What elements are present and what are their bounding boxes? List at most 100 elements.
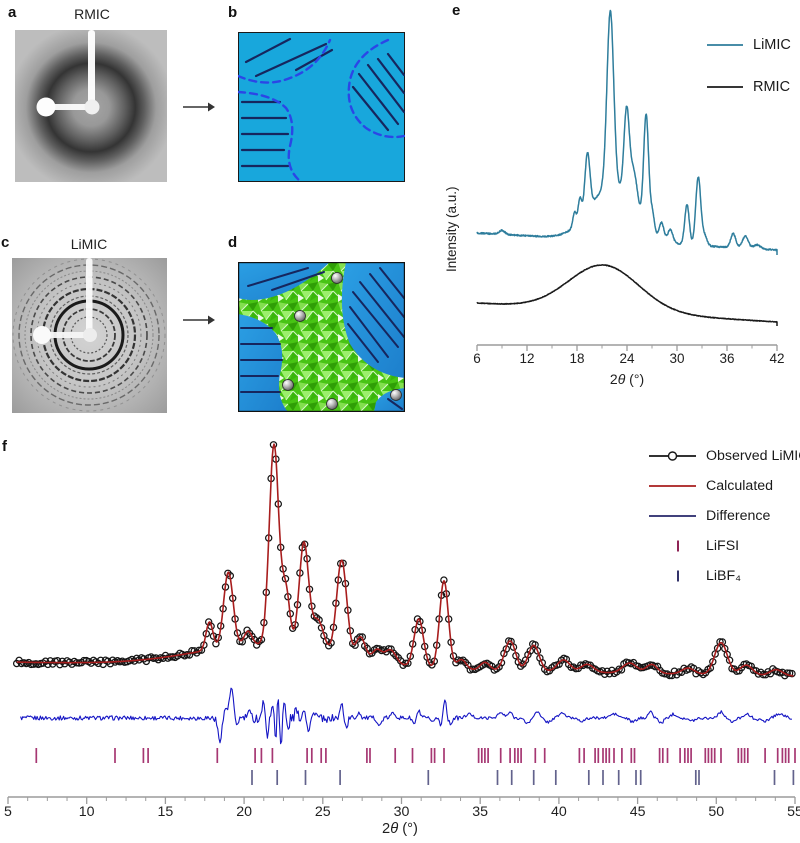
chart-xrd-comparison: 6 12 18 24 30 36 42 2θ (°) [473, 9, 785, 387]
x-tick-label: 25 [315, 804, 331, 820]
legend-label: Calculated [706, 478, 774, 494]
legend-item-rmic: RMIC [703, 66, 791, 108]
observed-point [665, 671, 674, 680]
lifsi-bragg-ticks [35, 748, 796, 763]
legend-marker-line-circle [649, 451, 696, 461]
beam-center [84, 99, 100, 115]
observed-points [12, 441, 796, 680]
observed-point [195, 646, 203, 655]
observed-point [526, 647, 535, 655]
panel-e-letter: e [452, 2, 461, 19]
x-tick-label: 42 [769, 351, 784, 366]
observed-point [603, 667, 611, 676]
x-tick-label: 5 [4, 804, 12, 820]
panel-f-letter: f [2, 438, 7, 455]
rmic-curve [476, 264, 778, 326]
observed-point [356, 633, 364, 641]
observed-point [788, 669, 796, 678]
observed-point [440, 576, 448, 584]
xrd-2d-image-rmic [15, 30, 167, 182]
legend-label: RMIC [753, 79, 791, 95]
beam-center [83, 328, 97, 342]
legend-item-limic: LiMIC [703, 24, 791, 66]
limic-curve [476, 9, 778, 255]
panel-border [238, 262, 405, 412]
beamstop-arm-vertical [86, 258, 93, 338]
observed-point [716, 638, 724, 646]
legend-marker-line [649, 485, 696, 487]
arrow-right-icon [183, 315, 215, 325]
x-tick-label: 20 [236, 804, 252, 820]
legend-marker-line [649, 515, 696, 517]
panel-d-letter: d [228, 234, 238, 251]
observed-point [428, 661, 436, 669]
chart-rietveld-refinement: 5 10 15 20 25 30 35 40 45 50 55 2θ (°) [4, 441, 800, 837]
legend-item-lifsi: LiFSI [645, 531, 800, 561]
panel-c-letter: c [1, 234, 10, 251]
observed-point [718, 638, 727, 646]
x-tick-label: 30 [394, 804, 410, 820]
beamstop-blob [33, 326, 51, 344]
chain-hatch-lines [240, 37, 405, 168]
beamstop-arm-horizontal [45, 104, 93, 110]
observed-point [651, 662, 659, 671]
beamstop-arm-vertical [88, 30, 95, 110]
difference-curve [20, 687, 792, 745]
arrow-right-icon [183, 102, 215, 112]
panel-a-letter: a [8, 4, 17, 21]
calculated-curve [16, 443, 794, 677]
legend-panel-e: LiMIC RMIC [703, 24, 791, 108]
panel-c-title: LiMIC [70, 236, 108, 252]
legend-marker-line [707, 44, 743, 46]
x-tick-label: 10 [79, 804, 95, 820]
legend-circle [667, 451, 678, 461]
legend-marker-tick [677, 540, 679, 552]
observed-point [531, 641, 539, 649]
x-tick-label: 18 [569, 351, 584, 366]
x-tick-label: 40 [551, 804, 567, 820]
legend-item-calculated: Calculated [645, 471, 800, 501]
observed-point [80, 656, 88, 665]
observed-point [540, 665, 549, 673]
legend-marker-line [707, 86, 743, 88]
legend-label: LiFSI [706, 538, 740, 554]
observed-point [315, 616, 323, 624]
observed-point [538, 659, 547, 667]
legend-panel-f: Observed LiMIC Calculated Difference LiFSI L… [645, 441, 800, 591]
x-tick-label: 30 [669, 351, 684, 366]
x-tick-label: 24 [619, 351, 635, 366]
legend-label: Difference [706, 508, 771, 524]
panel-a-title: RMIC [74, 6, 110, 22]
observed-point [300, 540, 309, 548]
domain-boundaries-dashed [238, 38, 405, 182]
libf-bragg-ticks [251, 770, 795, 785]
legend-label: LiMIC [753, 37, 791, 53]
x-tick-label: 12 [519, 351, 534, 366]
x-tick-label: 55 [787, 804, 800, 820]
legend-item-libf-: LiBF₄ [645, 561, 800, 591]
legend-label: Observed LiMIC [706, 448, 800, 464]
legend-label: LiBF₄ [706, 568, 741, 584]
xrd-2d-image-limic [12, 258, 167, 413]
panel-b-letter: b [228, 4, 238, 21]
beamstop-arm-horizontal [40, 332, 92, 338]
beamstop-blob [36, 97, 56, 117]
observed-point [533, 647, 542, 655]
chain-hatch-lines [240, 267, 405, 410]
x-axis-label: 2θ (°) [382, 821, 418, 837]
x-tick-label: 45 [630, 804, 646, 820]
lithium-ions [282, 272, 402, 410]
x-tick-label: 15 [158, 804, 174, 820]
schematic-crystalline-limic [238, 262, 405, 412]
x-tick-label: 35 [472, 804, 488, 820]
observed-point [224, 569, 232, 578]
amorphous-domains [238, 262, 405, 412]
schematic-amorphous-rmic [238, 32, 405, 182]
x-axis-label: 2θ (°) [610, 371, 644, 387]
polymer-matrix [238, 32, 405, 182]
observed-point [58, 657, 67, 666]
legend-item-observed-limic: Observed LiMIC [645, 441, 800, 471]
observed-point [351, 641, 359, 649]
observed-point [27, 660, 35, 669]
